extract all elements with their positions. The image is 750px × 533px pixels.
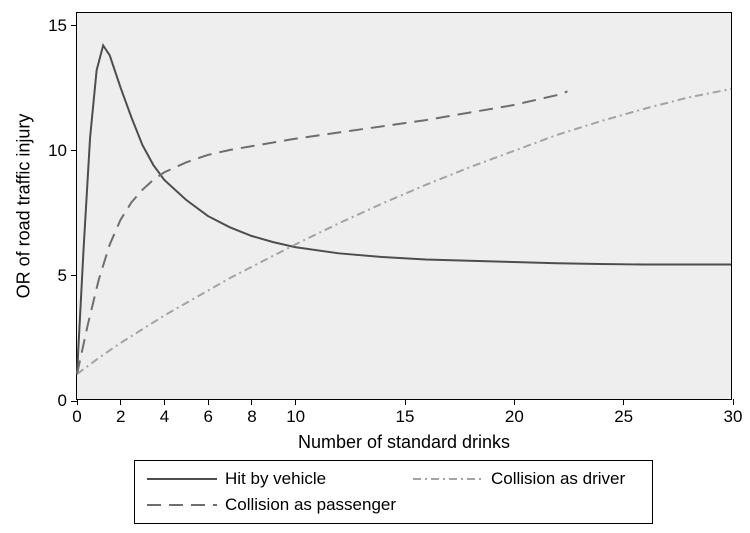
y-axis-label: OR of road traffic injury bbox=[14, 114, 35, 299]
x-tick-label: 8 bbox=[247, 399, 256, 427]
x-tick-label: 30 bbox=[724, 399, 743, 427]
legend-label: Collision as passenger bbox=[217, 495, 396, 515]
x-tick-label: 0 bbox=[72, 399, 81, 427]
series-collision-as-passenger bbox=[77, 91, 568, 374]
legend-item-collision-as-driver: Collision as driver bbox=[413, 469, 625, 489]
plot-area: 051015024681015202530 bbox=[76, 12, 732, 400]
figure: 051015024681015202530 OR of road traffic… bbox=[0, 0, 750, 533]
legend-label: Hit by vehicle bbox=[217, 469, 326, 489]
y-tick-label: 5 bbox=[58, 266, 77, 286]
series-hit-by-vehicle bbox=[77, 45, 731, 374]
x-tick-label: 10 bbox=[286, 399, 305, 427]
legend: Hit by vehicle Collision as driver Collisi… bbox=[134, 460, 653, 524]
x-tick-label: 25 bbox=[614, 399, 633, 427]
legend-item-hit-by-vehicle: Hit by vehicle bbox=[147, 469, 326, 489]
x-tick-label: 6 bbox=[203, 399, 212, 427]
legend-label: Collision as driver bbox=[483, 469, 625, 489]
x-tick-label: 4 bbox=[160, 399, 169, 427]
series-collision-as-driver bbox=[77, 89, 731, 374]
x-tick-label: 2 bbox=[116, 399, 125, 427]
x-tick-label: 20 bbox=[505, 399, 524, 427]
y-tick-label: 15 bbox=[48, 16, 77, 36]
legend-line-icon bbox=[147, 469, 217, 489]
legend-item-collision-as-passenger: Collision as passenger bbox=[147, 495, 396, 515]
legend-line-icon bbox=[147, 495, 217, 515]
y-tick-label: 10 bbox=[48, 141, 77, 161]
legend-line-icon bbox=[413, 469, 483, 489]
series-svg bbox=[77, 13, 731, 399]
x-axis-label: Number of standard drinks bbox=[298, 432, 510, 453]
x-tick-label: 15 bbox=[396, 399, 415, 427]
